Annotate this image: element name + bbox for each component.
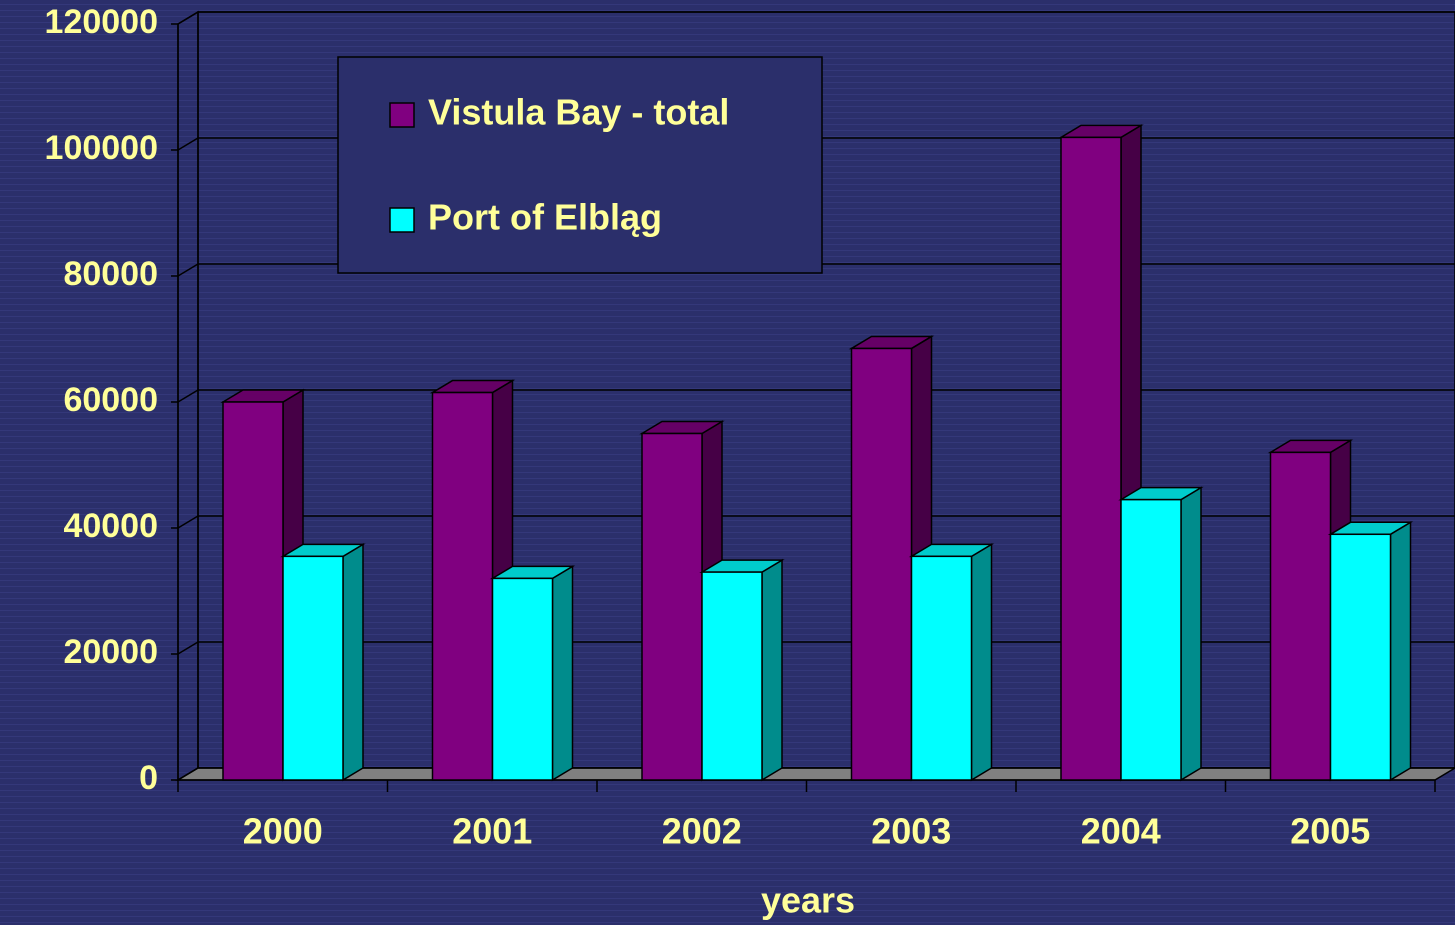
y-tick-label: 80000 [63,255,158,293]
bar [852,348,912,780]
x-tick-label: 2001 [452,811,532,852]
y-tick-label: 60000 [63,381,158,419]
bar [1331,534,1391,780]
legend-swatch [390,103,414,127]
x-tick-label: 2000 [243,811,323,852]
bar [223,402,283,780]
bar [433,393,493,780]
y-tick-label: 100000 [45,129,158,167]
floor [178,768,1455,780]
x-tick-label: 2002 [662,811,742,852]
bar [493,578,553,780]
bar [702,572,762,780]
x-axis-title: years [761,880,855,921]
bar [1121,500,1181,780]
y-tick-label: 0 [139,759,158,797]
legend-swatch [390,208,414,232]
page: {"chart_data": {"type": "bar3d", "x_labe… [0,0,1455,925]
x-tick-label: 2003 [871,811,951,852]
legend-box [338,57,822,273]
x-tick-label: 2004 [1081,811,1161,852]
bar [283,556,343,780]
bar-side [343,544,363,780]
y-tick-label: 120000 [45,3,158,41]
bar-side [762,560,782,780]
bar [642,434,702,781]
legend-label: Vistula Bay - total [428,92,729,133]
legend-label: Port of Elbląg [428,197,662,238]
chart: 0 20000 40000 60000 80000 100000 120000 2000 200… [0,0,1455,925]
bar-side [553,566,573,780]
bar [912,556,972,780]
y-tick-label: 40000 [63,507,158,545]
y-tick-label: 20000 [63,633,158,671]
x-tick-label: 2005 [1290,811,1370,852]
bar [1271,452,1331,780]
bar-side [1391,522,1411,780]
bar-side [972,544,992,780]
bar-side [1181,488,1201,780]
bar [1061,137,1121,780]
